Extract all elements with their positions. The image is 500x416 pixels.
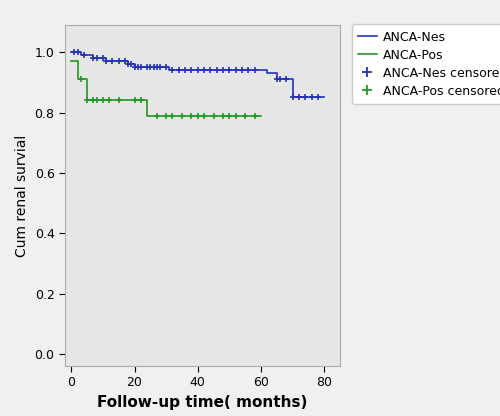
X-axis label: Follow-up time( months): Follow-up time( months) (98, 395, 308, 410)
Y-axis label: Cum renal survial: Cum renal survial (15, 134, 29, 257)
Legend: ANCA-Nes, ANCA-Pos, ANCA-Nes censored, ANCA-Pos censored: ANCA-Nes, ANCA-Pos, ANCA-Nes censored, A… (352, 25, 500, 104)
